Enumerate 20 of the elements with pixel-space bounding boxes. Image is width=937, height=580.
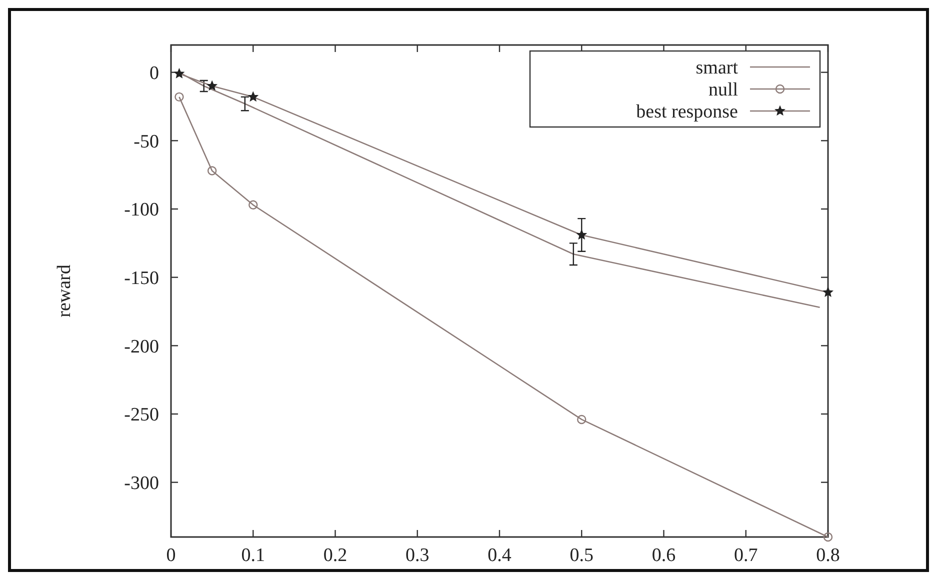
x-tick-label: 0.8 bbox=[816, 545, 840, 566]
y-tick-label: -100 bbox=[124, 200, 159, 221]
y-tick-label: 0 bbox=[150, 62, 159, 84]
y-tick-label: -250 bbox=[124, 404, 159, 426]
y-tick-label: -150 bbox=[124, 268, 159, 289]
x-tick-label: 0.6 bbox=[652, 545, 676, 566]
x-tick-label: 0.3 bbox=[406, 545, 430, 566]
x-tick-label: 0.1 bbox=[241, 545, 265, 566]
x-tick-label: 0.4 bbox=[488, 545, 512, 566]
y-tick-label: -50 bbox=[134, 131, 159, 152]
x-tick-label: 0.7 bbox=[734, 545, 758, 566]
x-tick-label: 0.2 bbox=[323, 545, 348, 566]
y-tick-label: -300 bbox=[124, 472, 159, 494]
x-tick-label: 0 bbox=[166, 545, 176, 566]
legend-label: best response bbox=[636, 102, 738, 123]
legend-label: smart bbox=[696, 58, 739, 79]
y-axis-title: reward bbox=[54, 264, 75, 318]
x-tick-label: 0.5 bbox=[570, 545, 594, 566]
y-tick-label: -200 bbox=[124, 336, 159, 358]
legend-label: null bbox=[708, 80, 738, 101]
